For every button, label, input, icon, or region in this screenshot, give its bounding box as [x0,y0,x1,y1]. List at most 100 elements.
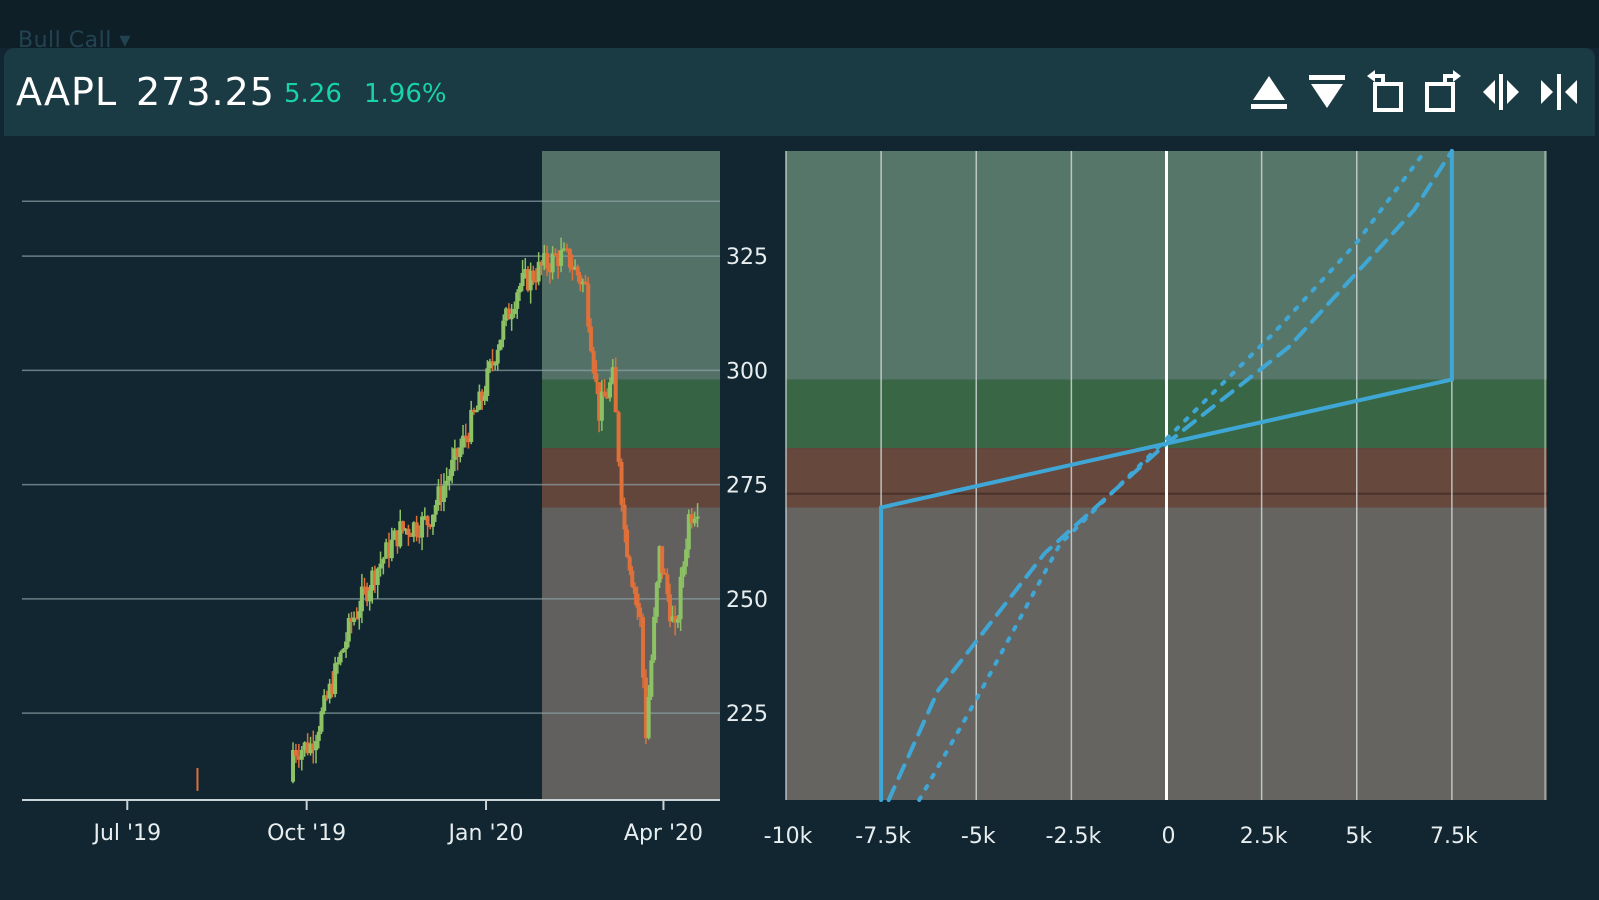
candle [346,617,351,642]
candle [692,518,697,524]
collapse-horizontal-button[interactable] [1537,70,1581,114]
payoff-x-tick-label: -7.5k [855,824,911,849]
candle [477,391,482,410]
candle [570,267,575,270]
price-x-tick-label: Jul '19 [91,821,161,846]
price-change-percent: 1.96% [364,79,447,109]
payoff-x-tick-label: 5k [1345,824,1372,849]
candle [531,270,536,281]
candle [324,695,329,699]
candle [619,461,624,505]
candle [625,529,630,557]
candle [330,683,335,695]
candle [431,514,436,527]
candle [296,755,301,760]
candle [678,576,683,620]
lower-button[interactable] [1305,70,1349,114]
candle [509,314,514,320]
candle [493,363,498,366]
candle [485,368,490,396]
candle [675,619,680,623]
candle [463,435,468,438]
candle [461,435,466,448]
candle [308,743,313,754]
candle [458,447,463,458]
candle [616,412,621,462]
candle [384,542,389,559]
candle [662,572,667,575]
candle [400,521,405,530]
candle [293,749,298,756]
ticker-price: 273.25 [136,70,275,114]
candle [335,662,340,665]
candle [409,534,414,537]
candle [594,373,599,383]
candle [490,361,495,364]
candle [689,514,694,524]
candle [487,361,492,369]
payoff-line-dotted [917,149,1428,802]
candle [578,275,583,285]
candle [422,516,427,519]
candle [314,740,319,751]
candle [660,546,665,573]
candle [681,566,686,577]
price-y-tick-label: 250 [726,588,768,613]
candle [414,522,419,536]
rotate-left-icon [1367,70,1403,112]
ticker-symbol: AAPL [16,70,118,114]
price-y-tick-label: 275 [726,474,768,499]
candle [455,448,460,458]
rotate-right-button[interactable] [1421,70,1465,114]
ticker-panel: AAPL 273.25 5.26 1.96% [4,48,1595,896]
candle [498,339,503,350]
candle [657,546,662,583]
candle [375,568,380,585]
candle [450,459,455,476]
candle [471,409,476,413]
candle [352,617,357,622]
candle [452,448,457,460]
expand-horizontal-button[interactable] [1479,70,1523,114]
price-zone-loss [542,448,720,508]
price-zone-profit [542,379,720,449]
candle [349,617,354,622]
candle [411,522,416,537]
rotate-right-icon [1425,70,1461,112]
candle [605,396,610,399]
rotate-left-button[interactable] [1363,70,1407,114]
candle [504,308,509,321]
candle [515,292,520,309]
price-zone-lower [542,507,720,800]
panel-header: AAPL 273.25 5.26 1.96% [4,48,1595,136]
price-x-tick-label: Jan '20 [447,821,524,846]
raise-icon [1251,76,1287,109]
candle [299,749,304,760]
candle [599,391,604,421]
candle [610,367,615,383]
candle [564,248,569,251]
payoff-x-tick-label: 2.5k [1240,824,1288,849]
candle [291,749,296,782]
candle [469,409,474,443]
candle [684,549,689,567]
candle [654,582,659,617]
candle [439,486,444,502]
candle [381,558,386,564]
price-y-tick-label: 325 [726,245,768,270]
candle [673,616,678,623]
candle [622,504,627,530]
candle [575,266,580,276]
candle [327,683,332,699]
candle [635,593,640,608]
payoff-x-tick-label: -5k [961,824,996,849]
candle [547,268,552,273]
candle [539,261,544,266]
candle [365,587,370,602]
candle [447,475,452,481]
candlestick-series [196,237,700,791]
raise-button[interactable] [1247,70,1291,114]
candle [643,677,648,739]
candle [556,255,561,266]
candle [608,382,613,398]
